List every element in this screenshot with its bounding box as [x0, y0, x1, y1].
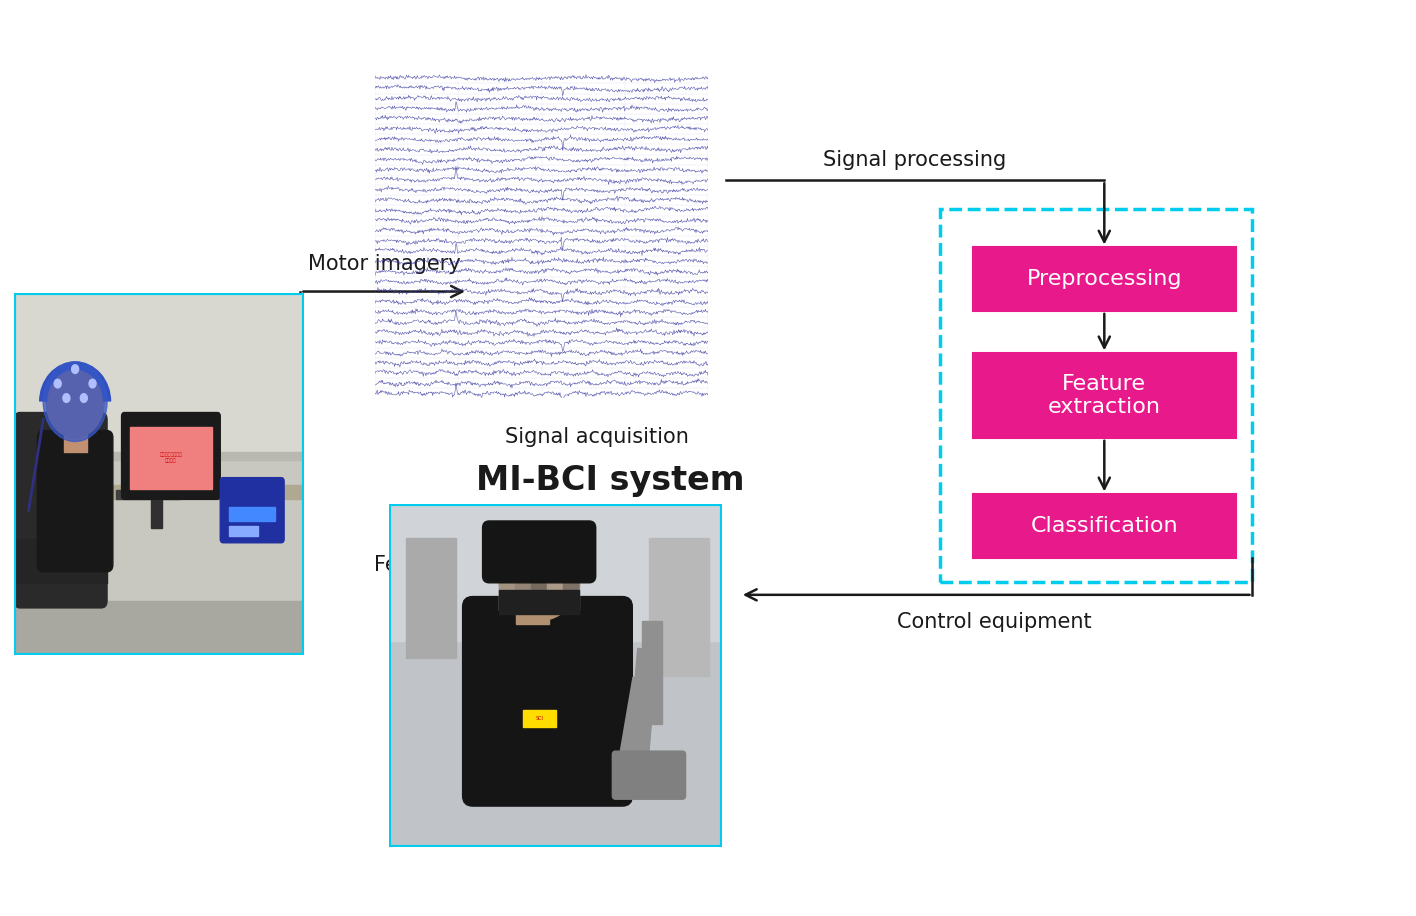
FancyBboxPatch shape: [122, 412, 221, 499]
Bar: [150, 492, 163, 529]
Text: Motor imagery: Motor imagery: [307, 254, 460, 274]
Bar: [229, 527, 258, 536]
Circle shape: [54, 379, 61, 387]
Text: Control equipment: Control equipment: [898, 613, 1092, 632]
Bar: [500, 590, 579, 614]
Bar: [547, 565, 562, 580]
Bar: [515, 565, 530, 580]
FancyBboxPatch shape: [973, 354, 1236, 438]
Bar: [564, 596, 578, 610]
Bar: [14, 540, 108, 583]
Bar: [406, 539, 456, 659]
Bar: [531, 596, 547, 610]
Bar: [500, 550, 514, 564]
Circle shape: [72, 365, 79, 374]
Text: Signal acquisition: Signal acquisition: [506, 427, 688, 447]
Bar: [531, 565, 547, 580]
Bar: [116, 490, 180, 499]
Text: Preprocessing: Preprocessing: [1027, 269, 1182, 289]
FancyBboxPatch shape: [463, 596, 633, 806]
Circle shape: [81, 394, 88, 402]
Bar: [515, 590, 549, 624]
Bar: [547, 550, 562, 564]
Text: Feedback link: Feedback link: [374, 555, 517, 575]
Bar: [547, 596, 562, 610]
Bar: [14, 293, 304, 456]
Bar: [564, 581, 578, 594]
Text: Signal processing: Signal processing: [823, 150, 1007, 169]
Bar: [102, 485, 304, 499]
Bar: [523, 710, 555, 727]
Bar: [389, 504, 722, 641]
FancyBboxPatch shape: [973, 495, 1236, 558]
FancyBboxPatch shape: [973, 247, 1236, 311]
Text: MI-BCI system: MI-BCI system: [476, 463, 745, 496]
Bar: [515, 550, 530, 564]
Bar: [64, 423, 86, 453]
Circle shape: [42, 362, 108, 442]
Bar: [14, 453, 304, 460]
Circle shape: [89, 379, 96, 387]
Bar: [564, 565, 578, 580]
Bar: [616, 677, 653, 782]
Bar: [564, 550, 578, 564]
Bar: [649, 539, 709, 676]
Bar: [629, 649, 657, 753]
Text: Classification: Classification: [1031, 516, 1178, 536]
Bar: [531, 550, 547, 564]
Bar: [500, 581, 514, 594]
Circle shape: [47, 365, 105, 438]
Text: SCI: SCI: [535, 716, 544, 721]
Circle shape: [62, 394, 69, 402]
Bar: [515, 581, 530, 594]
Bar: [500, 549, 579, 610]
Text: Feature
extraction: Feature extraction: [1048, 374, 1161, 417]
Bar: [547, 581, 562, 594]
Bar: [500, 596, 514, 610]
Circle shape: [500, 539, 579, 621]
FancyBboxPatch shape: [612, 751, 685, 799]
FancyBboxPatch shape: [37, 431, 113, 572]
Bar: [130, 427, 211, 488]
FancyBboxPatch shape: [221, 477, 285, 543]
Bar: [229, 507, 275, 521]
Bar: [14, 601, 304, 655]
Text: 请准备：开始想象
左手运动: 请准备：开始想象 左手运动: [160, 453, 183, 463]
Bar: [643, 621, 663, 724]
Bar: [500, 565, 514, 580]
Bar: [531, 581, 547, 594]
Bar: [515, 596, 530, 610]
FancyBboxPatch shape: [14, 412, 108, 608]
FancyBboxPatch shape: [483, 521, 596, 583]
